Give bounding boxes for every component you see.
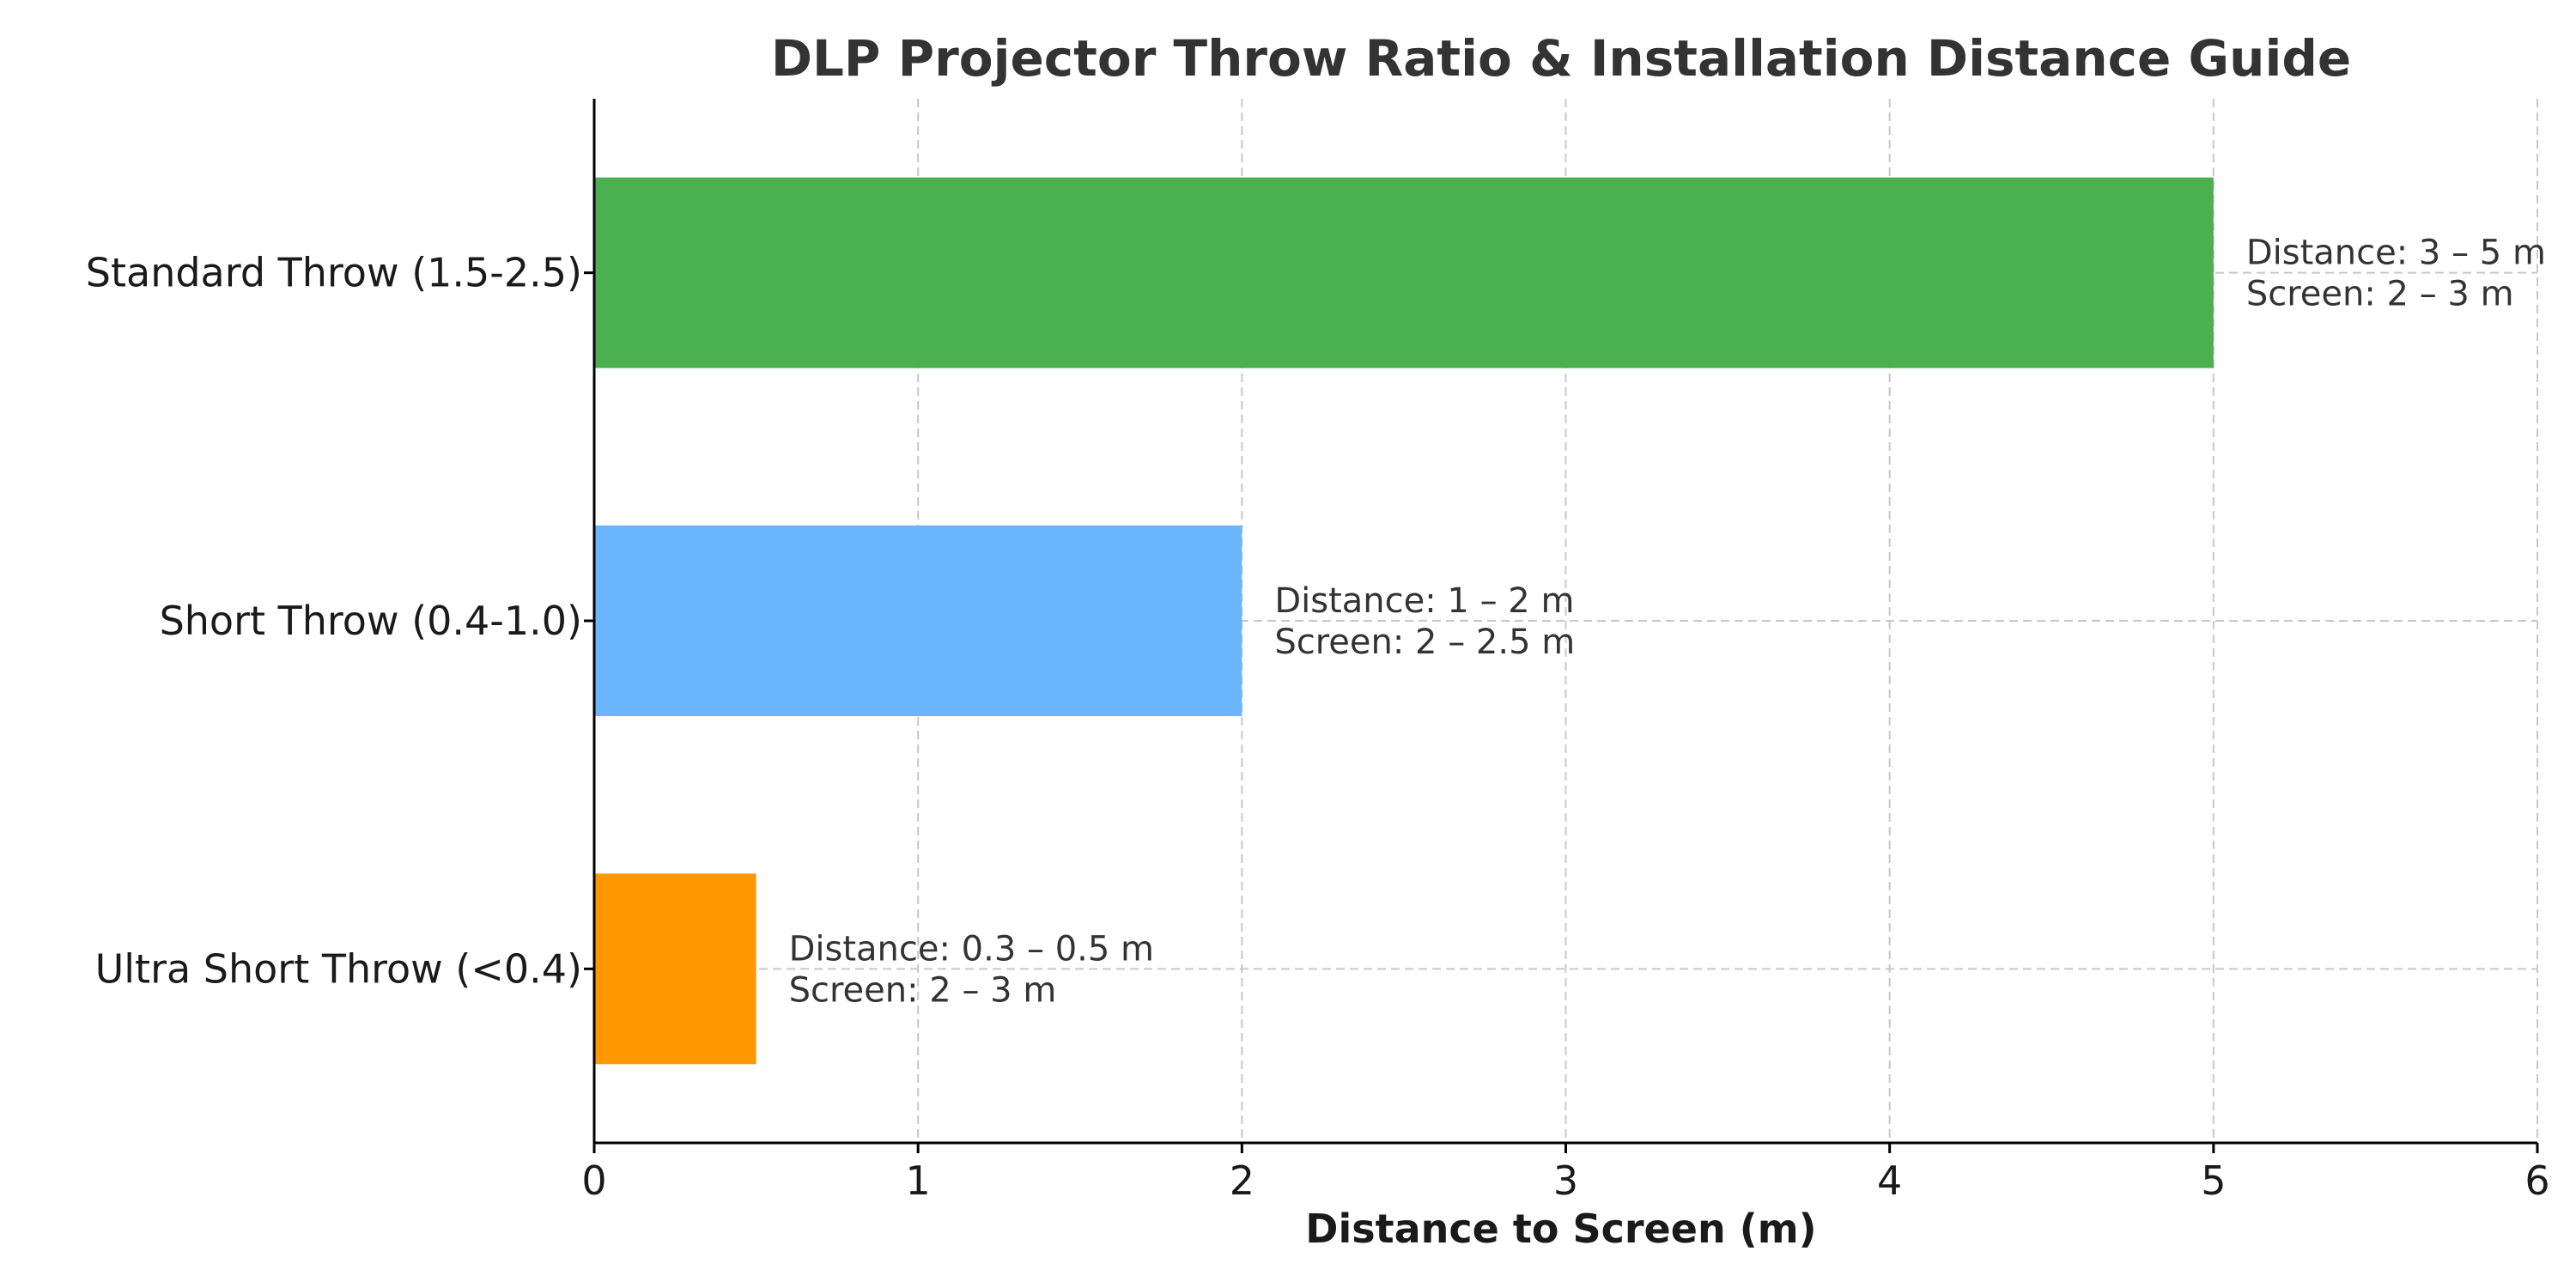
category-label: Standard Throw (1.5-2.5): [86, 250, 582, 296]
category-label: Short Throw (0.4-1.0): [160, 598, 582, 644]
x-tick-label: 2: [1230, 1157, 1255, 1204]
bar-annotation-distance: Distance: 3 – 5 m: [2246, 234, 2546, 273]
category-label: Ultra Short Throw (<0.4): [95, 945, 582, 992]
x-tick-label: 1: [906, 1157, 931, 1204]
x-tick-label: 4: [1877, 1157, 1902, 1204]
x-tick-label: 5: [2201, 1157, 2226, 1204]
x-axis-label: Distance to Screen (m): [1305, 1206, 1816, 1252]
x-tick-label: 0: [581, 1157, 606, 1204]
chart-title: DLP Projector Throw Ratio & Installation…: [771, 29, 2351, 88]
bar-1: [594, 526, 1242, 716]
bar-0: [594, 873, 756, 1065]
x-tick-label: 3: [1553, 1157, 1578, 1204]
bar-annotation-screen: Screen: 2 – 3 m: [2246, 275, 2514, 314]
labels-layer: 0 1 2 3 4 5 6 Ultra Short Throw (<0.4) Short Thr…: [86, 234, 2550, 1204]
bar-annotation-distance: Distance: 1 – 2 m: [1274, 581, 1574, 621]
bars-layer: [594, 177, 2214, 1065]
bar-2: [594, 177, 2214, 368]
x-tick-label: 6: [2524, 1157, 2549, 1204]
bar-annotation-screen: Screen: 2 – 2.5 m: [1274, 623, 1575, 662]
bar-annotation-distance: Distance: 0.3 – 0.5 m: [789, 929, 1154, 969]
bar-annotation-screen: Screen: 2 – 3 m: [789, 970, 1057, 1010]
axes-layer: [584, 99, 2539, 1153]
